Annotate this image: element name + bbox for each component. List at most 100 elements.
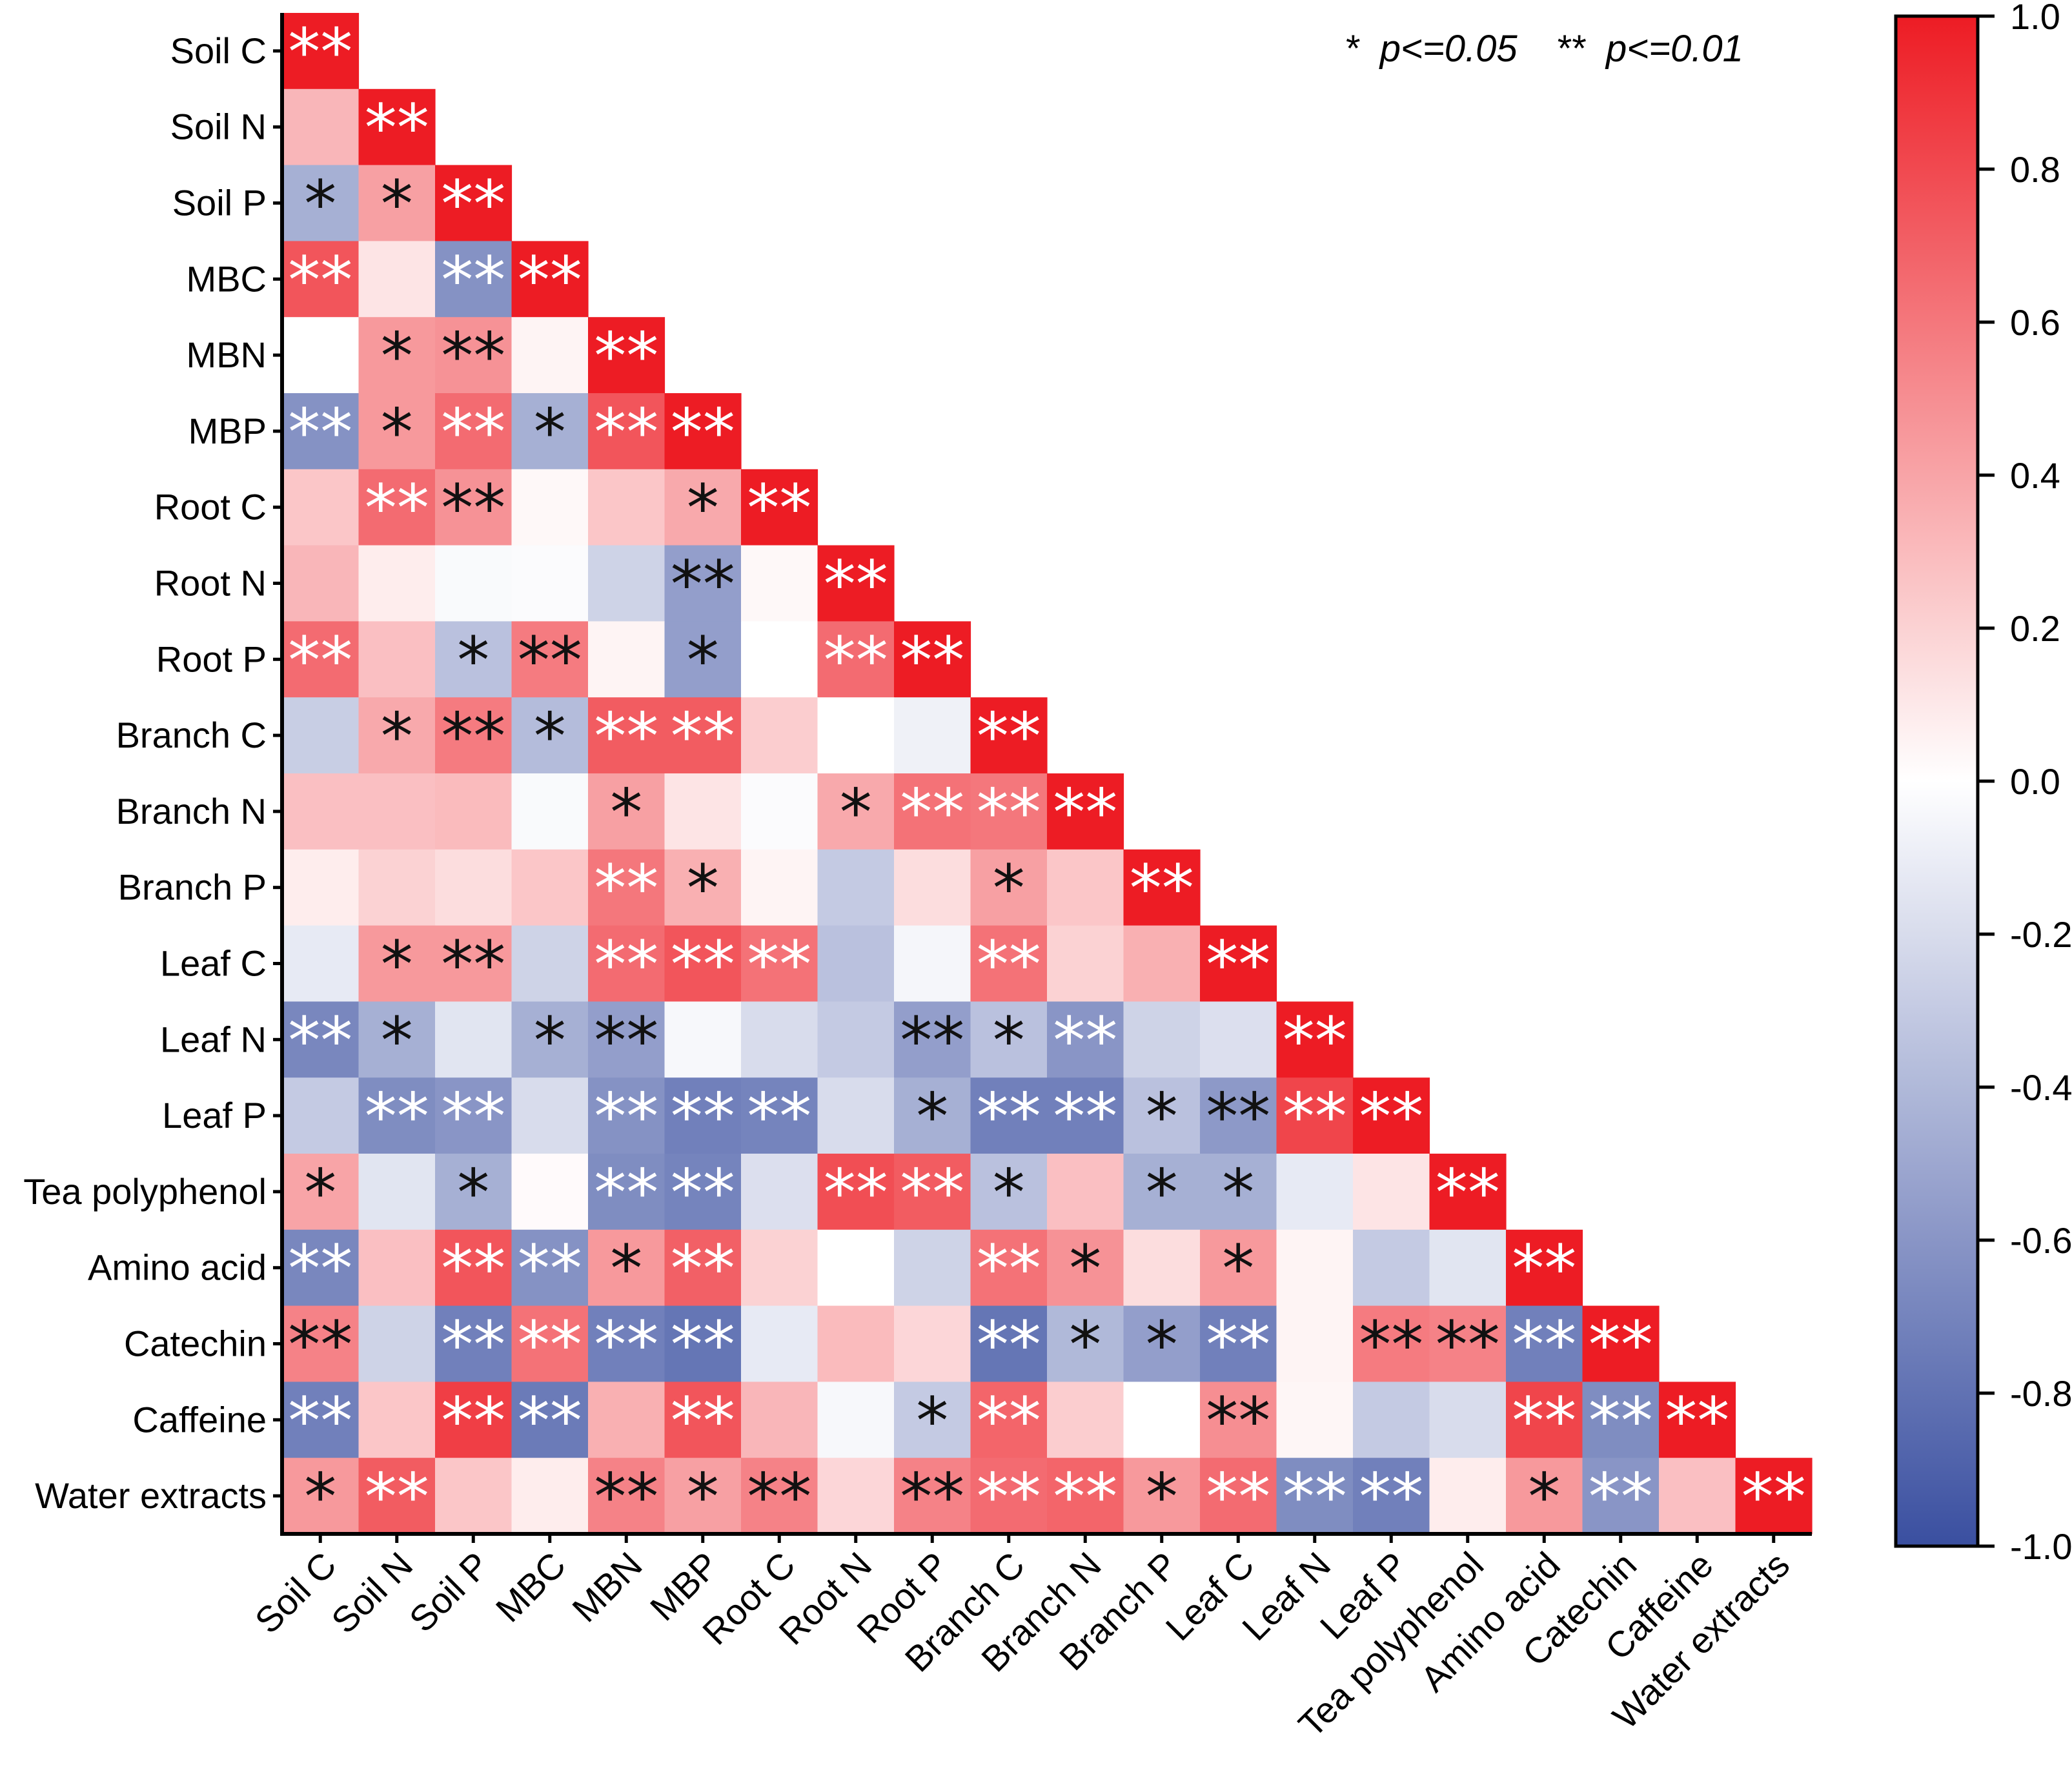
significance-marker-14-10: ** bbox=[1053, 1079, 1117, 1154]
row-label-0: Soil C bbox=[170, 30, 267, 71]
row-labels: Soil C Soil N Soil P MBC MBN MBP Root C Root N R… bbox=[23, 30, 267, 1516]
heatmap-cell-1-0 bbox=[282, 88, 360, 166]
column-label-2: Soil P bbox=[401, 1544, 497, 1640]
heatmap-cell-12-5 bbox=[664, 925, 742, 1002]
heatmap-cell-19-13 bbox=[1276, 1458, 1354, 1535]
significance-markers: ***** * **** ** *** ** **** * ** * ** **** ** * **** **… bbox=[288, 14, 1806, 1535]
heatmap-cell-17-7 bbox=[817, 1305, 895, 1382]
heatmap-cell-9-6 bbox=[741, 697, 818, 774]
significance-marker-7-5: ** bbox=[671, 547, 735, 622]
row-label-4: MBN bbox=[187, 334, 267, 375]
heatmap-cell-18-7 bbox=[817, 1382, 895, 1458]
significance-marker-15-11: * bbox=[1146, 1155, 1178, 1230]
heatmap-cell-12-8 bbox=[894, 925, 971, 1002]
significance-marker-5-0: ** bbox=[288, 394, 352, 470]
significance-marker-14-9: ** bbox=[977, 1079, 1041, 1154]
legend-sig1-marker: * bbox=[1346, 28, 1361, 70]
heatmap-cell-8-4 bbox=[588, 621, 665, 698]
heatmap-cell-4-1 bbox=[358, 317, 436, 394]
significance-marker-3-3: ** bbox=[518, 242, 582, 318]
heatmap-cell-18-12 bbox=[1200, 1382, 1277, 1458]
significance-marker-9-1: * bbox=[381, 699, 413, 774]
row-label-9: Branch C bbox=[116, 715, 267, 755]
heatmap-cell-10-2 bbox=[435, 773, 513, 850]
significance-marker-8-5: * bbox=[687, 622, 719, 698]
heatmap-cell-18-11 bbox=[1123, 1382, 1201, 1458]
significance-marker-15-7: ** bbox=[824, 1155, 888, 1230]
significance-marker-17-9: ** bbox=[977, 1307, 1041, 1383]
column-label-4: MBN bbox=[564, 1544, 650, 1630]
heatmap-cell-14-1 bbox=[358, 1077, 436, 1154]
significance-marker-19-1: ** bbox=[365, 1459, 429, 1535]
column-label-3: MBC bbox=[488, 1544, 574, 1630]
significance-marker-17-17: ** bbox=[1589, 1307, 1653, 1383]
row-label-12: Leaf C bbox=[160, 943, 267, 984]
heatmap-cells bbox=[282, 13, 1813, 1535]
heatmap-cell-7-4 bbox=[588, 545, 665, 622]
heatmap-cell-14-5 bbox=[664, 1077, 742, 1154]
significance-marker-17-0: ** bbox=[288, 1307, 352, 1383]
significance-marker-15-2: * bbox=[457, 1155, 489, 1230]
color-scale-tick-label-8: -0.6 bbox=[2010, 1220, 2072, 1261]
significance-marker-15-5: ** bbox=[671, 1155, 735, 1230]
heatmap-cell-17-11 bbox=[1123, 1305, 1201, 1382]
heatmap-cell-8-6 bbox=[741, 621, 818, 698]
significance-marker-12-2: ** bbox=[441, 927, 505, 1003]
heatmap-cell-6-2 bbox=[435, 469, 513, 546]
color-scale-gradient bbox=[1894, 14, 1980, 1548]
heatmap-cell-9-4 bbox=[588, 697, 665, 774]
heatmap-cell-9-7 bbox=[817, 697, 895, 774]
significance-marker-15-4: ** bbox=[594, 1155, 658, 1230]
heatmap-cell-17-12 bbox=[1200, 1305, 1277, 1382]
row-label-16: Amino acid bbox=[88, 1247, 267, 1288]
significance-marker-5-3: * bbox=[534, 394, 566, 470]
color-scale-tick-label-1: 0.8 bbox=[2010, 149, 2060, 190]
heatmap-cell-16-5 bbox=[664, 1229, 742, 1307]
heatmap-cell-14-10 bbox=[1047, 1077, 1124, 1154]
significance-marker-12-5: ** bbox=[671, 927, 735, 1003]
heatmap-cell-10-1 bbox=[358, 773, 436, 850]
significance-marker-13-1: * bbox=[381, 1003, 413, 1078]
significance-legend: * p<=0.05 ** p<=0.01 bbox=[1346, 28, 1743, 70]
significance-marker-12-1: * bbox=[381, 927, 413, 1003]
heatmap-cell-9-9 bbox=[970, 697, 1048, 774]
significance-marker-19-14: ** bbox=[1359, 1459, 1423, 1535]
heatmap-cell-12-4 bbox=[588, 925, 665, 1002]
heatmap-cell-16-6 bbox=[741, 1229, 818, 1307]
heatmap-cell-10-8 bbox=[894, 773, 971, 850]
row-label-8: Root P bbox=[156, 638, 267, 679]
heatmap-cell-4-0 bbox=[282, 317, 360, 394]
heatmap-cell-19-3 bbox=[511, 1458, 589, 1535]
heatmap-cell-11-11 bbox=[1123, 849, 1201, 926]
heatmap-cell-18-3 bbox=[511, 1382, 589, 1458]
significance-marker-6-1: ** bbox=[365, 471, 429, 546]
heatmap-cell-16-10 bbox=[1047, 1229, 1124, 1307]
significance-marker-19-19: ** bbox=[1742, 1459, 1806, 1535]
significance-marker-13-9: * bbox=[993, 1003, 1025, 1078]
heatmap-cell-10-5 bbox=[664, 773, 742, 850]
heatmap-cell-13-6 bbox=[741, 1001, 818, 1078]
heatmap-cell-10-3 bbox=[511, 773, 589, 850]
significance-marker-11-4: ** bbox=[594, 851, 658, 926]
significance-marker-16-3: ** bbox=[518, 1231, 582, 1307]
heatmap-cell-18-5 bbox=[664, 1382, 742, 1458]
significance-marker-4-1: * bbox=[381, 318, 413, 394]
significance-marker-19-13: ** bbox=[1283, 1459, 1347, 1535]
heatmap-cell-9-8 bbox=[894, 697, 971, 774]
heatmap-cell-8-3 bbox=[511, 621, 589, 698]
heatmap-cell-16-15 bbox=[1429, 1229, 1507, 1307]
significance-marker-12-6: ** bbox=[747, 927, 811, 1003]
heatmap-cell-19-2 bbox=[435, 1458, 513, 1535]
heatmap-cell-16-13 bbox=[1276, 1229, 1354, 1307]
significance-marker-2-2: ** bbox=[441, 167, 505, 242]
heatmap-cell-16-14 bbox=[1353, 1229, 1430, 1307]
column-label-1: Soil N bbox=[323, 1544, 420, 1641]
heatmap-cell-10-7 bbox=[817, 773, 895, 850]
color-scale-tick-label-5: 0.0 bbox=[2010, 761, 2060, 802]
heatmap-cell-15-15 bbox=[1429, 1154, 1507, 1230]
heatmap-cell-17-6 bbox=[741, 1305, 818, 1382]
heatmap-cell-19-1 bbox=[358, 1458, 436, 1535]
heatmap-cell-18-1 bbox=[358, 1382, 436, 1458]
heatmap-cell-17-10 bbox=[1047, 1305, 1124, 1382]
